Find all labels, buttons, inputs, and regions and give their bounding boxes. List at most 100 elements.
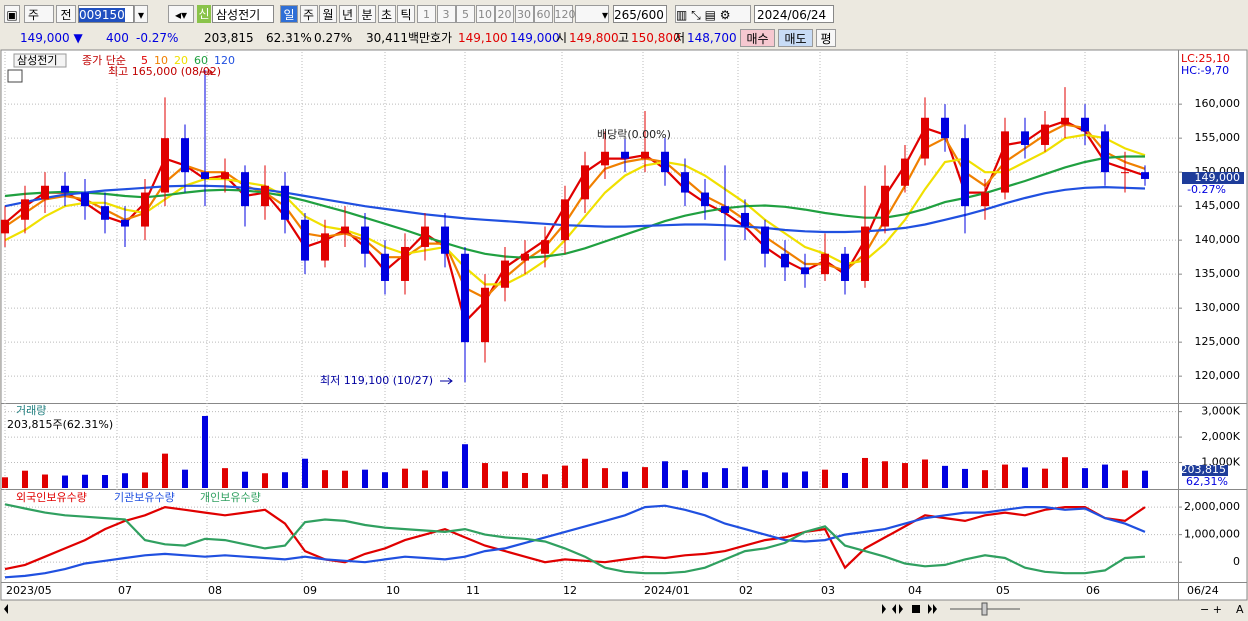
period-button[interactable]: 일 (280, 5, 298, 23)
volume-bar (582, 458, 588, 488)
candle-body (81, 192, 89, 207)
interval-button[interactable]: 10 (475, 5, 495, 23)
period-button[interactable]: 년 (338, 5, 357, 23)
period-button[interactable]: 주 (299, 5, 318, 23)
x-tick-label: 2024/01 (644, 584, 690, 597)
volume-bar (982, 470, 988, 488)
buy-button[interactable]: 매수 (740, 29, 775, 47)
candle-body (821, 253, 829, 275)
flat-button[interactable]: 평 (816, 29, 836, 47)
period-button[interactable]: 분 (358, 5, 376, 23)
volume-bar (1082, 468, 1088, 488)
tool-icons[interactable]: ▥ ⤡ ▤ ⚙ (675, 5, 751, 23)
period-button[interactable]: 초 (377, 5, 396, 23)
interval-button[interactable]: 20 (495, 5, 514, 23)
amount: 30,411백만 (366, 31, 431, 45)
annotation-arrow (200, 68, 213, 76)
x-tick-label: 12 (563, 584, 577, 597)
candle-body (281, 185, 289, 220)
ma-line (4, 184, 1146, 234)
period-button[interactable]: 틱 (397, 5, 415, 23)
x-tick-label: 07 (118, 584, 132, 597)
count[interactable]: 265/600 (613, 5, 667, 23)
volume-bar (882, 461, 888, 488)
volume-bar (742, 466, 748, 488)
volume-bar (1142, 470, 1148, 488)
volume-bar (282, 472, 288, 488)
x-tick-label: 05 (996, 584, 1010, 597)
side-label: HC:-9,70 (1181, 64, 1229, 77)
interval-button[interactable]: 5 (456, 5, 475, 23)
volume-bar (102, 475, 108, 488)
date[interactable]: 2024/06/24 (754, 5, 834, 23)
last-value: 203,815 (1181, 463, 1227, 476)
stock-name[interactable]: 삼성전기 (212, 5, 274, 23)
zoom-thumb[interactable] (981, 602, 988, 616)
candle-body (461, 253, 469, 343)
volume-bar (782, 472, 788, 488)
candle-body (541, 240, 549, 254)
volume-bar (602, 468, 608, 488)
ma-line (4, 123, 1146, 300)
menu-icon[interactable]: ▣ (4, 5, 20, 23)
interval-button[interactable]: 1 (417, 5, 436, 23)
y-tick-label: 140,000 (1195, 233, 1241, 246)
zoom-icons[interactable]: − + (1200, 603, 1222, 616)
dropdown[interactable]: ▾ (134, 5, 148, 23)
volume-bar (162, 453, 168, 488)
volume-bar (342, 470, 348, 488)
candle-body (1041, 124, 1049, 145)
scrollbar[interactable] (0, 601, 1248, 621)
chart-frame (0, 49, 1248, 601)
interval-button[interactable]: 60 (534, 5, 553, 23)
volume-bar (722, 468, 728, 488)
volume-bar (222, 468, 228, 488)
code[interactable]: 009150 (79, 8, 125, 22)
open-label: 시 (556, 31, 568, 45)
y-tick-label: 135,000 (1195, 267, 1241, 280)
candle-body (661, 151, 669, 173)
candle-body (341, 226, 349, 234)
volume-bar (562, 465, 568, 488)
table-icon[interactable] (7, 69, 23, 83)
low-label: 저 (674, 31, 686, 45)
last-value-box (1182, 172, 1244, 184)
interval-button[interactable]: 30 (514, 5, 534, 23)
view-mode[interactable]: 주 (24, 5, 54, 23)
last-value-box (1182, 465, 1228, 476)
candle-body (1, 219, 9, 234)
legend-entry: 5 (141, 54, 148, 67)
y-tick-label: 1,000,000 (1184, 528, 1240, 541)
volume-bar (682, 470, 688, 488)
range[interactable]: 전 (56, 5, 76, 23)
sound-icon[interactable]: ◂▾ (168, 5, 194, 23)
dropdown[interactable]: ▾ (575, 5, 609, 23)
ask: 149,100 (458, 31, 508, 45)
candle-body (301, 219, 309, 261)
volume-rate: 62.31% (266, 31, 312, 45)
y-tick-label: 155,000 (1195, 131, 1241, 144)
period-button[interactable]: 월 (319, 5, 337, 23)
scroll-buttons[interactable] (882, 604, 937, 614)
volume-bar (442, 471, 448, 488)
candle-body (221, 172, 229, 179)
candle-body (61, 185, 69, 193)
volume-bar (502, 471, 508, 488)
x-tick-label: 03 (821, 584, 835, 597)
candle-body (161, 138, 169, 193)
candle-body (801, 267, 809, 275)
volume-bar (1022, 467, 1028, 488)
bid: 149,000 (510, 31, 560, 45)
volume-bar (1122, 470, 1128, 488)
volume: 203,815 (204, 31, 254, 45)
candle-body (621, 151, 629, 159)
interval-button[interactable]: 3 (436, 5, 456, 23)
candle-body (101, 206, 109, 220)
last-value: 149,000 (1195, 171, 1241, 184)
scroll-left[interactable] (4, 604, 8, 614)
legend-entry: 기관보유수량 (114, 491, 175, 504)
zoom-icons[interactable]: A (1236, 603, 1244, 616)
interval-button[interactable]: 120 (553, 5, 576, 23)
change-rate: -0.27% (136, 31, 179, 45)
sell-button[interactable]: 매도 (778, 29, 813, 47)
